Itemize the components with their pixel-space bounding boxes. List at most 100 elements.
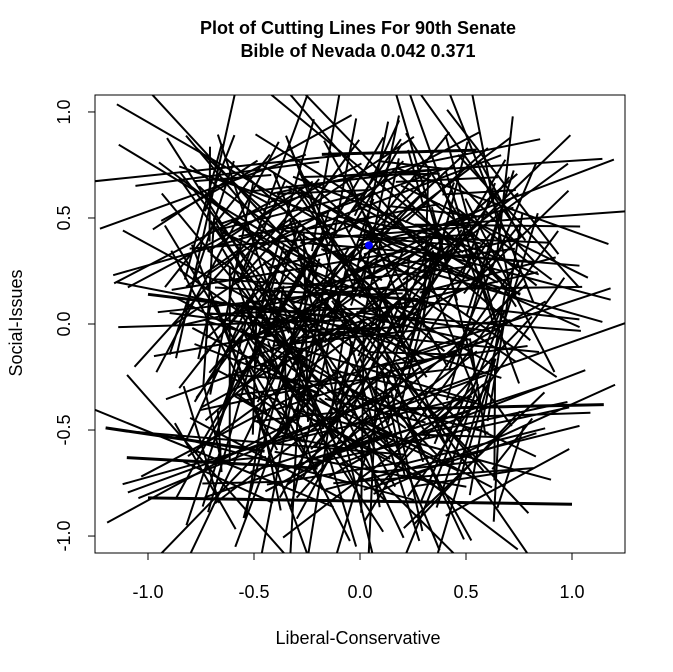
cutting-line xyxy=(197,296,214,360)
cutting-line xyxy=(95,408,334,508)
cutting-line xyxy=(468,338,487,436)
cutting-line xyxy=(171,254,277,327)
cutting-line xyxy=(453,177,537,264)
cutting-line xyxy=(358,115,400,299)
chart-title: Plot of Cutting Lines For 90th Senate xyxy=(200,18,516,38)
cutting-line xyxy=(433,396,455,445)
cutting-line xyxy=(260,320,308,553)
cutting-line xyxy=(423,266,484,410)
cutting-line xyxy=(400,413,473,541)
cutting-line xyxy=(267,154,502,245)
cutting-line xyxy=(164,224,306,456)
cutting-line xyxy=(204,291,353,422)
cutting-line xyxy=(330,290,580,321)
cutting-line xyxy=(471,95,512,290)
y-tick-label: 0.0 xyxy=(54,311,74,336)
cutting-line xyxy=(122,229,313,335)
cutting-line xyxy=(363,436,416,522)
x-axis-label: Liberal-Conservative xyxy=(275,628,440,648)
cutting-line xyxy=(137,431,407,456)
cutting-line xyxy=(382,137,511,235)
cutting-line xyxy=(367,299,382,553)
y-tick-label: -0.5 xyxy=(54,415,74,446)
cutting-line xyxy=(275,305,502,379)
y-tick-label: 0.5 xyxy=(54,205,74,230)
cutting-line xyxy=(491,417,534,470)
cutting-line xyxy=(419,307,503,504)
y-axis: -1.0 -0.5 0.0 0.5 1.0 xyxy=(54,99,95,552)
cutting-line xyxy=(284,229,466,247)
cutting-line xyxy=(191,244,266,436)
cutting-line xyxy=(324,397,426,424)
cutting-line xyxy=(308,139,360,210)
cutting-line xyxy=(236,219,294,283)
cutting-line xyxy=(368,200,531,342)
cutting-line xyxy=(447,162,537,371)
cutting-line xyxy=(195,147,267,213)
cutting-line xyxy=(191,327,320,396)
cutting-lines-layer xyxy=(95,95,625,553)
cutting-line xyxy=(178,292,255,389)
cutting-line xyxy=(105,426,265,453)
cutting-line xyxy=(412,410,521,526)
cutting-line xyxy=(189,417,346,502)
cutting-line xyxy=(302,232,310,422)
cutting-line xyxy=(147,496,573,506)
cutting-line xyxy=(312,311,374,553)
cutting-line xyxy=(274,450,434,483)
cutting-line xyxy=(244,178,287,271)
cutting-line xyxy=(430,411,591,420)
cutting-line xyxy=(380,258,603,323)
cutting-line xyxy=(288,218,317,321)
cutting-line xyxy=(299,174,432,304)
cutting-line xyxy=(461,182,496,276)
cutting-line xyxy=(405,309,506,553)
cutting-line xyxy=(263,429,282,511)
cutting-line xyxy=(428,389,471,433)
cutting-line xyxy=(399,334,499,372)
cutting-line xyxy=(238,225,298,238)
y-tick-label: -1.0 xyxy=(54,521,74,552)
cutting-line xyxy=(347,223,580,329)
cutting-line xyxy=(352,303,402,409)
cutting-line xyxy=(155,141,280,373)
cutting-line xyxy=(296,257,485,472)
cutting-line xyxy=(385,351,446,445)
cutting-line xyxy=(164,153,271,288)
cutting-line xyxy=(185,134,368,353)
cutting-line xyxy=(307,327,346,553)
x-tick-label: 0.0 xyxy=(347,582,372,602)
cutting-line xyxy=(220,176,271,206)
cutting-line xyxy=(133,216,272,368)
cutting-line xyxy=(465,170,515,317)
x-tick-label: 0.5 xyxy=(453,582,478,602)
cutting-line xyxy=(266,460,406,486)
cutting-line xyxy=(183,143,223,280)
cutting-line xyxy=(216,134,292,355)
cutting-line xyxy=(169,312,359,338)
cutting-line xyxy=(435,383,480,508)
cutting-line xyxy=(214,191,368,232)
cutting-line xyxy=(262,261,388,443)
y-tick-label: 1.0 xyxy=(54,99,74,124)
cutting-line xyxy=(99,153,307,230)
cutting-line xyxy=(185,249,239,288)
cutting-line xyxy=(480,383,513,427)
cutting-line xyxy=(175,95,236,359)
cutting-line xyxy=(436,358,497,553)
cutting-line xyxy=(179,171,305,334)
cutting-line xyxy=(318,397,519,551)
cutting-line xyxy=(435,315,533,418)
cutting-line xyxy=(438,224,521,296)
legislator-point xyxy=(364,241,373,250)
cutting-line xyxy=(465,189,570,291)
cutting-line xyxy=(389,387,424,532)
cutting-line xyxy=(270,95,464,254)
cutting-line xyxy=(367,246,558,378)
cutting-line xyxy=(333,390,405,539)
cutting-line xyxy=(492,434,500,522)
cutting-line xyxy=(363,158,615,256)
cutting-line xyxy=(147,292,339,320)
cutting-line xyxy=(251,305,258,435)
cutting-line xyxy=(282,305,358,547)
